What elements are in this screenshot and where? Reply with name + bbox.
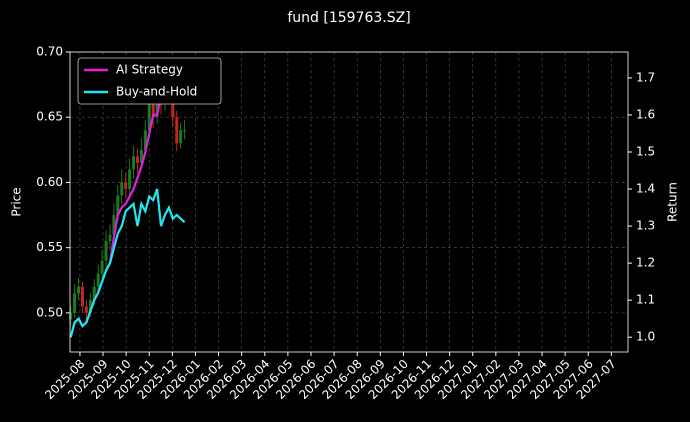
y2-tick-label: 1.3 <box>636 219 655 233</box>
candle-body <box>143 130 147 150</box>
candle-body <box>104 241 108 261</box>
legend-label: Buy-and-Hold <box>116 85 197 99</box>
y-tick-label: 0.60 <box>36 175 63 189</box>
y2-tick-label: 1.1 <box>636 293 655 307</box>
y2-tick-label: 1.4 <box>636 182 655 196</box>
candle-body <box>112 215 116 235</box>
return-line <box>70 73 186 338</box>
plot-frame <box>69 51 629 353</box>
chart-title: fund [159763.SZ] <box>287 10 410 26</box>
y2-tick-label: 1.7 <box>636 70 655 84</box>
candle-body <box>120 182 124 196</box>
candle-body <box>69 312 73 320</box>
candle-body <box>132 156 136 170</box>
candle-body <box>80 286 84 307</box>
candle-body <box>147 104 151 131</box>
candle-body <box>92 286 96 300</box>
candle-body <box>77 286 81 294</box>
candle-body <box>88 299 92 313</box>
candle-body <box>183 130 187 132</box>
y2-tick-label: 1.6 <box>636 107 655 121</box>
legend-label: AI Strategy <box>116 63 183 77</box>
candle-body <box>179 130 183 144</box>
candle-body <box>128 169 132 189</box>
candle-body <box>84 306 88 313</box>
y2-axis-label: Return <box>666 182 680 222</box>
candle-body <box>100 260 104 274</box>
candle-body <box>175 117 179 144</box>
candle-body <box>139 149 143 163</box>
candle-body <box>135 156 139 163</box>
return-line <box>70 188 186 338</box>
y-axis-label: Price <box>10 187 24 216</box>
y-tick-label: 0.70 <box>36 45 63 59</box>
candle-body <box>151 104 155 118</box>
candle-body <box>108 234 112 242</box>
y2-tick-label: 1.5 <box>636 145 655 159</box>
candle-body <box>124 182 128 189</box>
y2-tick-label: 1.0 <box>636 330 655 344</box>
y-tick-label: 0.55 <box>36 240 63 254</box>
legend-box <box>77 57 222 105</box>
y-tick-label: 0.65 <box>36 110 63 124</box>
candle-body <box>116 195 120 216</box>
y-tick-label: 0.50 <box>36 305 63 319</box>
candle-body <box>96 273 100 287</box>
candle-body <box>73 293 77 313</box>
y2-tick-label: 1.2 <box>636 256 655 270</box>
